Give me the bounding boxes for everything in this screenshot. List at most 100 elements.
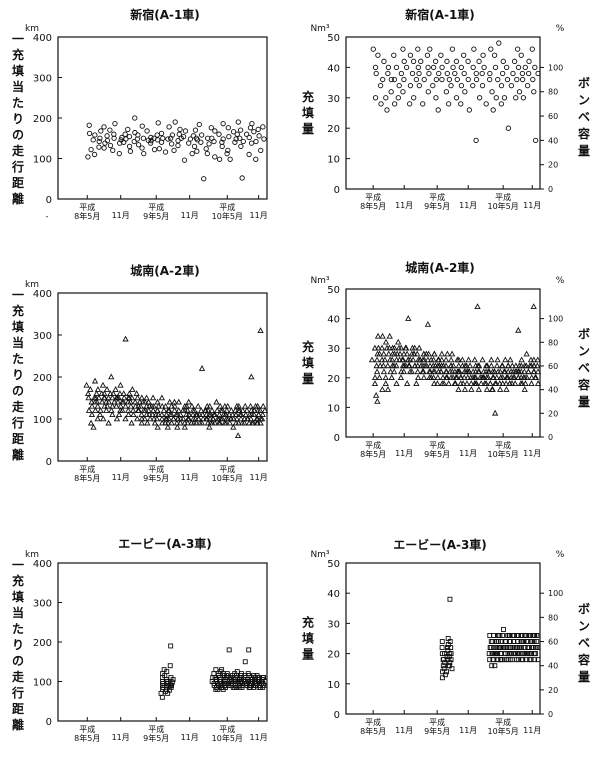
data-point	[257, 327, 264, 334]
data-point	[458, 82, 465, 89]
data-point	[371, 374, 379, 381]
y-tick-label: 0	[46, 717, 52, 728]
data-point	[503, 386, 510, 392]
data-point	[376, 350, 383, 357]
y-axis-label: 充填量	[302, 614, 314, 661]
y2-tick-label: 100	[548, 589, 563, 598]
data-point	[225, 147, 231, 154]
y-axis-label-char: 填	[12, 589, 24, 604]
data-point	[490, 107, 496, 113]
data-point	[121, 394, 128, 401]
data-point	[169, 132, 176, 138]
data-point	[203, 146, 209, 152]
data-point	[523, 374, 531, 381]
y-unit-label: km	[25, 24, 39, 34]
x-tick-label: 平成 9年5月	[424, 192, 450, 211]
data-point	[440, 380, 448, 386]
y-tick-label: 30	[327, 94, 340, 105]
data-point	[105, 419, 112, 426]
data-point	[435, 107, 441, 113]
data-point	[250, 419, 257, 426]
data-point	[408, 368, 416, 375]
y-axis-label-char: 離	[12, 447, 24, 462]
data-point	[519, 633, 525, 638]
data-point	[530, 356, 538, 363]
data-point	[381, 58, 387, 64]
data-point	[535, 657, 541, 663]
data-point	[96, 138, 102, 145]
data-point	[149, 394, 157, 401]
data-point	[489, 386, 496, 392]
data-point	[502, 380, 510, 386]
data-point	[132, 402, 139, 409]
data-point	[416, 344, 423, 351]
data-point	[436, 70, 442, 77]
data-point	[445, 380, 452, 386]
data-point	[487, 76, 493, 83]
data-point	[162, 149, 169, 155]
y-axis-label-char: り	[12, 638, 24, 652]
data-point	[530, 76, 536, 83]
data-point	[415, 46, 421, 52]
data-point	[449, 666, 455, 672]
data-point	[235, 119, 241, 125]
x-tick-label: 平成 8年5月	[360, 440, 386, 459]
data-point	[371, 344, 379, 351]
data-point	[528, 374, 535, 381]
data-point	[510, 70, 516, 77]
data-point	[528, 380, 535, 386]
data-point	[146, 411, 153, 418]
data-point	[487, 657, 493, 663]
data-point	[433, 76, 439, 83]
data-point	[380, 350, 387, 357]
data-point	[455, 356, 462, 363]
data-point	[400, 350, 408, 357]
panel-title: エービー(A-3車)	[393, 537, 487, 552]
data-point	[167, 663, 173, 669]
data-point	[496, 380, 503, 386]
data-point	[424, 52, 431, 58]
data-point	[443, 374, 451, 381]
data-point	[519, 76, 526, 83]
data-point	[505, 125, 512, 131]
data-point	[420, 368, 427, 375]
data-point	[195, 415, 202, 422]
data-point	[115, 394, 122, 401]
data-point	[225, 125, 231, 131]
y2-tick-label: 100	[548, 315, 563, 324]
data-point	[389, 356, 396, 363]
data-point	[164, 419, 172, 426]
x-tick-label: 11月	[112, 211, 130, 220]
y-tick-label: 200	[33, 638, 52, 649]
data-point	[87, 419, 95, 426]
y-tick-label: 20	[327, 374, 340, 385]
data-point	[526, 70, 532, 77]
x-tick-label: 11月	[395, 449, 413, 458]
data-point	[466, 107, 472, 113]
data-point	[256, 407, 264, 413]
data-point	[466, 362, 474, 369]
data-point	[379, 386, 386, 392]
data-point	[388, 374, 395, 381]
data-point	[101, 124, 107, 130]
data-point	[158, 419, 166, 426]
x-tick-label: 11月	[250, 211, 268, 220]
data-point	[206, 141, 212, 147]
data-point	[168, 643, 174, 649]
data-point	[407, 52, 414, 58]
y-axis-label-char: 当	[12, 605, 24, 620]
data-point	[516, 89, 523, 95]
y-tick-label: 20	[327, 124, 340, 135]
data-point	[172, 119, 178, 125]
data-point	[535, 645, 541, 651]
data-point	[482, 380, 490, 386]
data-point	[397, 374, 405, 381]
data-point	[164, 423, 171, 430]
y-tick-label: 50	[327, 559, 340, 570]
data-point	[85, 154, 91, 160]
data-point	[439, 76, 445, 83]
data-point	[198, 365, 206, 371]
data-point	[96, 411, 104, 418]
y-axis-label: 充填量	[302, 339, 314, 386]
plot-frame	[345, 288, 541, 438]
